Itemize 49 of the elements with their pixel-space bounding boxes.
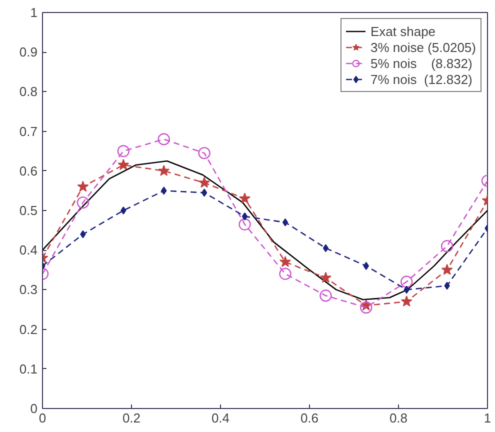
point xyxy=(117,145,130,158)
point xyxy=(404,286,410,294)
y-tick-label: 0.5 xyxy=(19,203,38,218)
point xyxy=(444,282,450,290)
point xyxy=(242,212,248,220)
x-tick-label: 0.4 xyxy=(211,410,230,426)
x-tick-label: 0.6 xyxy=(300,410,319,426)
x-tick-label: 1 xyxy=(484,410,492,426)
point xyxy=(238,218,251,230)
point xyxy=(400,276,413,288)
point xyxy=(161,186,167,195)
point xyxy=(120,206,126,214)
point xyxy=(76,196,90,209)
y-tick-label: 0 xyxy=(30,401,38,416)
point xyxy=(279,268,292,280)
point xyxy=(239,192,250,204)
x-tick-label: 0.8 xyxy=(389,410,408,426)
point xyxy=(198,176,210,188)
point xyxy=(80,230,86,238)
y-tick-label: 1 xyxy=(30,5,38,20)
y-tick-label: 0.1 xyxy=(19,361,38,376)
legend-label: 5% nois (8.832) xyxy=(370,55,472,71)
y-tick-label: 0.2 xyxy=(19,322,38,337)
point xyxy=(282,218,288,226)
point xyxy=(400,296,412,307)
legend-label: Exat shape xyxy=(370,23,436,39)
point xyxy=(363,262,369,270)
point xyxy=(118,158,130,170)
point xyxy=(441,264,453,275)
point xyxy=(320,272,332,283)
y-tick-label: 0.6 xyxy=(19,163,38,178)
point xyxy=(201,188,208,197)
y-tick-label: 0.7 xyxy=(19,124,38,139)
point xyxy=(322,244,329,252)
point xyxy=(77,180,89,192)
point xyxy=(158,133,170,146)
point xyxy=(320,290,332,302)
point xyxy=(158,164,170,176)
x-tick-label: 0.2 xyxy=(122,410,141,426)
legend-label: 7% nois (12.832) xyxy=(370,71,472,87)
point xyxy=(440,240,454,252)
y-tick-label: 0.3 xyxy=(19,282,38,298)
point xyxy=(280,256,291,267)
y-tick-label: 0.8 xyxy=(19,84,38,100)
point xyxy=(360,301,372,314)
point xyxy=(198,146,210,160)
y-tick-label: 0.4 xyxy=(19,242,38,258)
y-tick-label: 0.9 xyxy=(19,44,38,60)
legend-label: 3% noise (5.0205) xyxy=(370,39,476,55)
